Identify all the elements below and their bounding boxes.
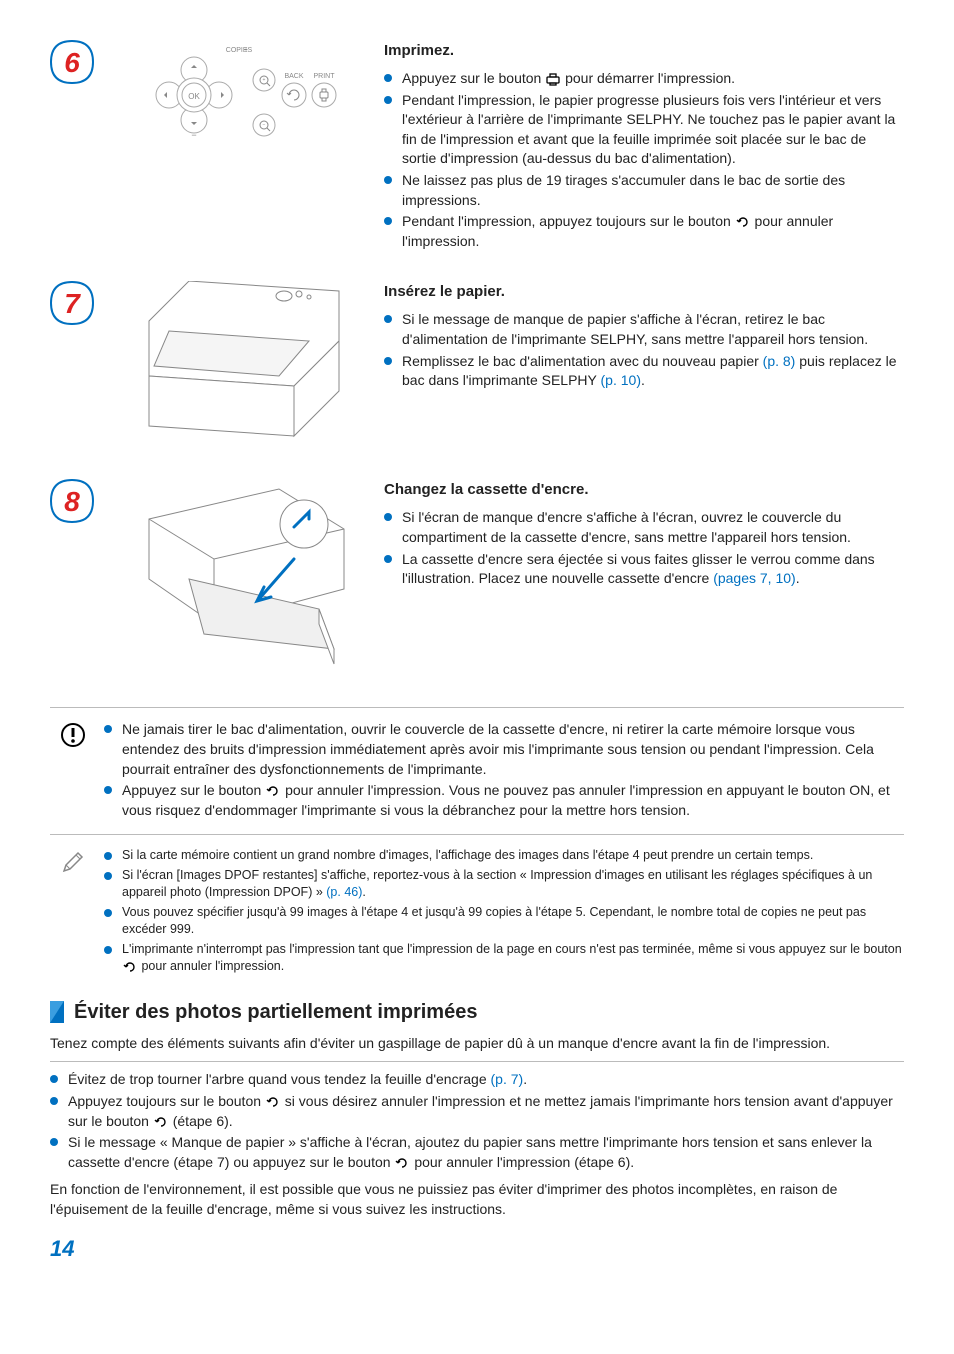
link-pages-7-10[interactable]: (pages 7, 10): [713, 570, 796, 586]
notes-item-3: L'imprimante n'interrompt pas l'impressi…: [104, 941, 904, 976]
step-6-item-2: Ne laissez pas plus de 19 tirages s'accu…: [384, 171, 904, 210]
link-p10[interactable]: (p. 10): [601, 372, 641, 388]
notes-block: Si la carte mémoire contient un grand no…: [50, 847, 904, 978]
page-number: 14: [50, 1234, 904, 1265]
pencil-icon: [60, 849, 86, 881]
svg-text:+: +: [244, 47, 248, 54]
step-8-content: Changez la cassette d'encre. Si l'écran …: [384, 479, 904, 679]
step-7-bullets: Si le message de manque de papier s'affi…: [384, 310, 904, 390]
back-icon: [153, 1115, 169, 1129]
link-p7[interactable]: (p. 7): [491, 1071, 524, 1087]
svg-text:−: −: [263, 122, 266, 128]
step-6-item-0: Appuyez sur le bouton pour démarrer l'im…: [384, 69, 904, 89]
section-item-0: Évitez de trop tourner l'arbre quand vou…: [50, 1070, 904, 1090]
back-icon: [122, 960, 138, 974]
step-7-content: Insérez le papier. Si le message de manq…: [384, 281, 904, 451]
step-7-title: Insérez le papier.: [384, 281, 904, 302]
step-6: 6 COPIES + OK − +: [50, 40, 904, 253]
step-7-item-1: Remplissez le bac d'alimentation avec du…: [384, 352, 904, 391]
step-number-8: 8: [50, 479, 94, 523]
section-item-1: Appuyez toujours sur le bouton si vous d…: [50, 1092, 904, 1131]
section-outro: En fonction de l'environnement, il est p…: [50, 1180, 904, 1219]
svg-text:8: 8: [64, 486, 80, 517]
svg-text:COPIES: COPIES: [226, 47, 253, 54]
step-7: 7 Insérez le papier. Si le message de ma…: [50, 281, 904, 451]
caution-list: Ne jamais tirer le bac d'alimentation, o…: [104, 720, 904, 822]
svg-text:−: −: [191, 130, 196, 140]
notes-item-2: Vous pouvez spécifier jusqu'à 99 images …: [104, 904, 904, 939]
svg-text:+: +: [263, 77, 266, 83]
back-icon: [265, 1095, 281, 1109]
step-6-content: Imprimez. Appuyez sur le bouton pour dém…: [384, 40, 904, 253]
svg-text:6: 6: [64, 47, 80, 78]
section-marker-icon: [50, 1001, 64, 1023]
svg-text:PRINT: PRINT: [314, 73, 336, 80]
caution-block: Ne jamais tirer le bac d'alimentation, o…: [50, 720, 904, 822]
svg-text:BACK: BACK: [284, 73, 303, 80]
step-6-item-1: Pendant l'impression, le papier progress…: [384, 91, 904, 169]
section-title: Éviter des photos partiellement imprimée…: [74, 998, 477, 1026]
divider: [50, 1061, 904, 1062]
step-6-title: Imprimez.: [384, 40, 904, 61]
notes-list: Si la carte mémoire contient un grand no…: [104, 847, 904, 978]
caution-item-1: Appuyez sur le bouton pour annuler l'imp…: [104, 781, 904, 820]
section-heading: Éviter des photos partiellement imprimée…: [50, 998, 904, 1026]
step-6-illustration: COPIES + OK − + −: [114, 40, 364, 253]
section-bullets: Évitez de trop tourner l'arbre quand vou…: [50, 1070, 904, 1172]
step-6-item-3: Pendant l'impression, appuyez toujours s…: [384, 212, 904, 251]
step-8-illustration: [114, 479, 364, 679]
divider: [50, 707, 904, 708]
back-icon: [735, 215, 751, 229]
svg-text:7: 7: [64, 288, 81, 319]
step-8-bullets: Si l'écran de manque d'encre s'affiche à…: [384, 508, 904, 588]
back-icon: [265, 784, 281, 798]
divider: [50, 834, 904, 835]
step-8-item-0: Si l'écran de manque d'encre s'affiche à…: [384, 508, 904, 547]
step-number-6: 6: [50, 40, 94, 84]
svg-text:OK: OK: [188, 92, 200, 101]
step-number-7: 7: [50, 281, 94, 325]
step-8: 8 Changez la cassette d'encre. Si l'écra…: [50, 479, 904, 679]
step-8-item-1: La cassette d'encre sera éjectée si vous…: [384, 550, 904, 589]
step-8-title: Changez la cassette d'encre.: [384, 479, 904, 500]
step-7-illustration: [114, 281, 364, 451]
print-icon: [545, 72, 561, 86]
step-6-bullets: Appuyez sur le bouton pour démarrer l'im…: [384, 69, 904, 251]
notes-item-0: Si la carte mémoire contient un grand no…: [104, 847, 904, 865]
link-p8[interactable]: (p. 8): [763, 353, 796, 369]
section-item-2: Si le message « Manque de papier » s'aff…: [50, 1133, 904, 1172]
notes-item-1: Si l'écran [Images DPOF restantes] s'aff…: [104, 867, 904, 902]
caution-icon: [60, 722, 86, 754]
link-p46[interactable]: (p. 46): [326, 885, 362, 899]
section-intro: Tenez compte des éléments suivants afin …: [50, 1034, 904, 1054]
caution-item-0: Ne jamais tirer le bac d'alimentation, o…: [104, 720, 904, 779]
back-icon: [394, 1156, 410, 1170]
step-7-item-0: Si le message de manque de papier s'affi…: [384, 310, 904, 349]
